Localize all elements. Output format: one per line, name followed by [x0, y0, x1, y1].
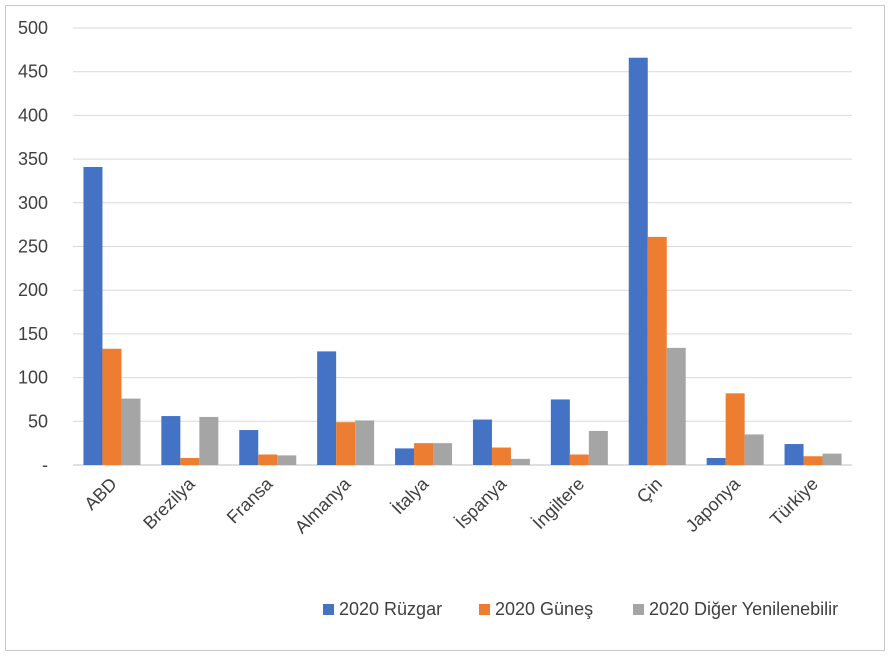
bar	[239, 430, 258, 465]
bar	[414, 443, 433, 465]
y-tick-label: -	[42, 455, 48, 475]
x-tick-label: Çin	[633, 474, 666, 507]
legend-label: 2020 Güneş	[495, 599, 593, 619]
x-tick-label: Fransa	[223, 473, 277, 527]
bar	[317, 351, 336, 465]
bar	[121, 399, 140, 465]
bar	[570, 455, 589, 465]
bar	[511, 459, 530, 465]
x-tick-label: İtalya	[388, 473, 433, 518]
x-tick-label: Japonya	[682, 473, 745, 536]
bar	[277, 455, 296, 465]
bar	[199, 417, 218, 465]
bar	[785, 444, 804, 465]
x-tick-label: Almanya	[291, 473, 355, 537]
bar	[667, 348, 686, 465]
bar	[589, 431, 608, 465]
y-tick-label: 150	[18, 324, 48, 344]
bar	[433, 443, 452, 465]
legend-swatch	[323, 604, 334, 615]
y-tick-label: 50	[28, 411, 48, 431]
bar	[473, 420, 492, 465]
x-tick-label: İspanya	[452, 473, 511, 532]
y-tick-label: 250	[18, 237, 48, 257]
y-tick-label: 450	[18, 62, 48, 82]
legend-label: 2020 Rüzgar	[339, 599, 442, 619]
bar	[83, 167, 102, 465]
bar	[161, 416, 180, 465]
y-tick-label: 300	[18, 193, 48, 213]
x-tick-label: Brezilya	[139, 473, 199, 533]
bar	[551, 399, 570, 465]
bar	[648, 237, 667, 465]
bar	[745, 434, 764, 465]
legend-swatch	[479, 604, 490, 615]
bar	[180, 458, 199, 465]
legend-label: 2020 Diğer Yenilenebilir	[649, 599, 838, 619]
x-tick-label: ABD	[80, 474, 120, 514]
x-tick-label: İngiltere	[529, 474, 588, 533]
bar	[395, 448, 414, 465]
legend-swatch	[633, 604, 644, 615]
bar	[804, 456, 823, 465]
bar	[355, 420, 374, 465]
bar	[726, 393, 745, 465]
y-tick-label: 100	[18, 368, 48, 388]
y-tick-label: 350	[18, 149, 48, 169]
bar	[336, 422, 355, 465]
bar	[258, 455, 277, 465]
bar	[492, 448, 511, 465]
x-tick-label: Türkiye	[766, 474, 822, 530]
y-tick-label: 500	[18, 18, 48, 38]
bar	[102, 349, 121, 465]
bar	[823, 454, 842, 465]
bar	[707, 458, 726, 465]
bar	[629, 58, 648, 465]
y-tick-label: 400	[18, 105, 48, 125]
y-tick-label: 200	[18, 280, 48, 300]
